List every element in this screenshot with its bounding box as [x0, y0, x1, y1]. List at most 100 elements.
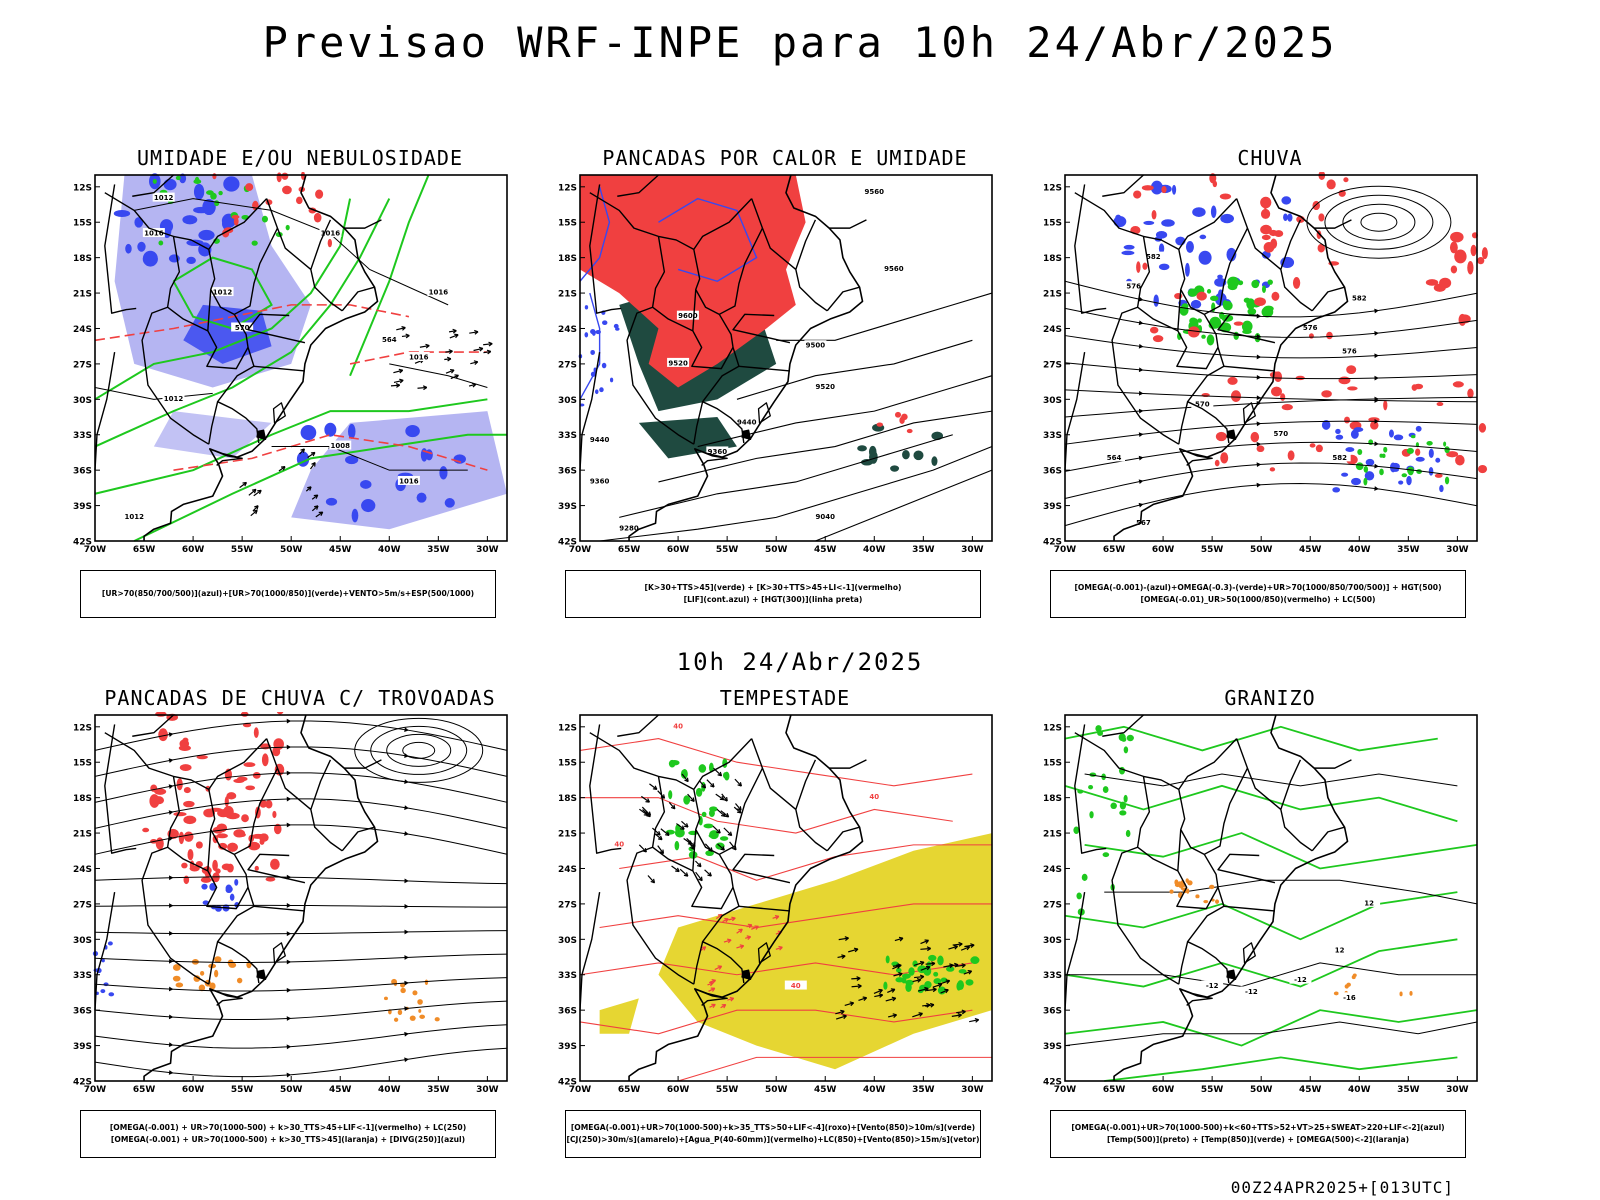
lat-label: 18S	[73, 254, 92, 264]
wind-vector	[960, 946, 970, 951]
storm-orange	[400, 982, 406, 988]
storm-red	[183, 831, 194, 842]
omega-blue	[1158, 263, 1170, 271]
border-line	[344, 219, 382, 229]
contour-label: -12	[1245, 988, 1258, 996]
wind-vector	[687, 840, 695, 850]
border-line	[233, 227, 279, 315]
lat-label: 30S	[73, 396, 92, 406]
wind-vector	[239, 482, 247, 489]
omega-blue	[1115, 214, 1122, 221]
lon-label: 40W	[863, 545, 886, 555]
lif-contours	[578, 186, 758, 407]
wind-vector	[311, 505, 319, 512]
rain-red	[1261, 234, 1271, 241]
streamline-arrow	[286, 796, 292, 802]
wind-vector-head	[919, 960, 925, 966]
map-frame	[1064, 174, 1478, 542]
geography-layer	[579, 714, 867, 1081]
border-line	[247, 853, 306, 884]
panel-legend: [OMEGA(-0.001)+UR>70(1000-500)+k<60+TTS>…	[1050, 1110, 1466, 1158]
lon-label: 45W	[1299, 545, 1322, 555]
wind-vector-red-head	[727, 938, 732, 944]
red-speck	[245, 183, 254, 192]
lat-label: 36S	[73, 467, 92, 477]
lagoa-mirim	[1226, 969, 1237, 980]
wind-vector-head	[890, 988, 896, 993]
streamline	[94, 772, 508, 803]
border-line	[1178, 198, 1238, 250]
rio-da-prata	[209, 988, 243, 1006]
panel-pancadas-trovoadas: PANCADAS DE CHUVA C/ TROVOADAS 12S 15S 18S 2…	[40, 686, 560, 1166]
lat-label: 12S	[558, 723, 577, 733]
streamline	[1064, 462, 1478, 499]
lat-label: 15S	[1043, 759, 1062, 769]
subtitle: 10h 24/Abr/2025	[676, 648, 924, 676]
border-line	[1111, 846, 1180, 985]
streamline-arrow	[168, 732, 174, 737]
storm-red	[243, 762, 256, 768]
green-speck	[1110, 802, 1117, 810]
rain-red	[1470, 244, 1477, 257]
wind850-blob	[937, 986, 946, 995]
storm-red	[181, 862, 188, 869]
border-line	[104, 184, 137, 314]
lat-label: 18S	[1043, 794, 1062, 804]
contour-label-bg	[319, 228, 342, 238]
red-contour	[599, 903, 992, 929]
border-line	[579, 351, 601, 471]
storm-red	[154, 788, 167, 795]
legend-line: [CJ(250)>30m/s](amarelo)+[Agua_P(40-60mm…	[566, 1135, 980, 1144]
storm-red	[273, 738, 284, 750]
wind-vector	[660, 828, 670, 836]
storm-red	[203, 808, 216, 818]
rain-red	[1219, 193, 1232, 200]
wind-vector	[858, 997, 867, 1002]
humidity-dark-blob	[420, 448, 428, 462]
rain-red	[1318, 172, 1326, 180]
storm-orange	[214, 969, 219, 978]
legend-line: [OMEGA(-0.001)+UR>70(1000-500)+k<60+TTS>…	[1071, 1123, 1445, 1132]
lat-label: 42S	[1043, 538, 1062, 548]
wind-vector-red-head	[721, 1003, 727, 1009]
wind-vector	[687, 793, 695, 802]
lc250-streamlines	[94, 718, 508, 1078]
border-line	[94, 891, 116, 1011]
border-line	[1178, 401, 1189, 445]
contour-label-bg	[397, 475, 420, 485]
rain-red	[1151, 209, 1157, 220]
omega-blue	[1415, 456, 1425, 462]
contour-label-bg	[1289, 974, 1312, 984]
lif-contour	[579, 292, 601, 400]
wind850-blob	[709, 830, 719, 840]
contour-label-bg	[784, 980, 807, 990]
wind-vector	[885, 997, 896, 1002]
wind-vector-red-head	[747, 923, 753, 929]
contour-label: 1012	[154, 194, 174, 202]
rain-red	[1433, 283, 1446, 292]
lon-label: 65W	[618, 1085, 641, 1095]
contour-label: 1016	[429, 289, 449, 297]
lon-label: 60W	[1152, 545, 1175, 555]
wind-vector-head	[944, 988, 949, 994]
humidity-dark-blob	[125, 243, 132, 254]
green-speck	[194, 176, 200, 184]
wind850-blob	[669, 760, 680, 766]
lon-label: 65W	[1103, 1085, 1126, 1095]
lif-contour	[658, 197, 758, 283]
divergence-blue	[101, 958, 105, 963]
panel-title: GRANIZO	[1224, 686, 1316, 710]
wind-vector	[920, 947, 931, 950]
contour-label-bg	[676, 310, 699, 320]
wind-vector-head	[311, 462, 316, 467]
coastline	[628, 174, 864, 541]
wind-vector	[473, 347, 483, 352]
streamline-arrow	[169, 958, 174, 964]
humidity-dark-blob	[193, 183, 205, 200]
streamline-arrow	[168, 1042, 174, 1048]
lon-label: 40W	[863, 1085, 886, 1095]
omega-green	[1261, 285, 1266, 293]
wind-vector-head	[961, 963, 966, 968]
